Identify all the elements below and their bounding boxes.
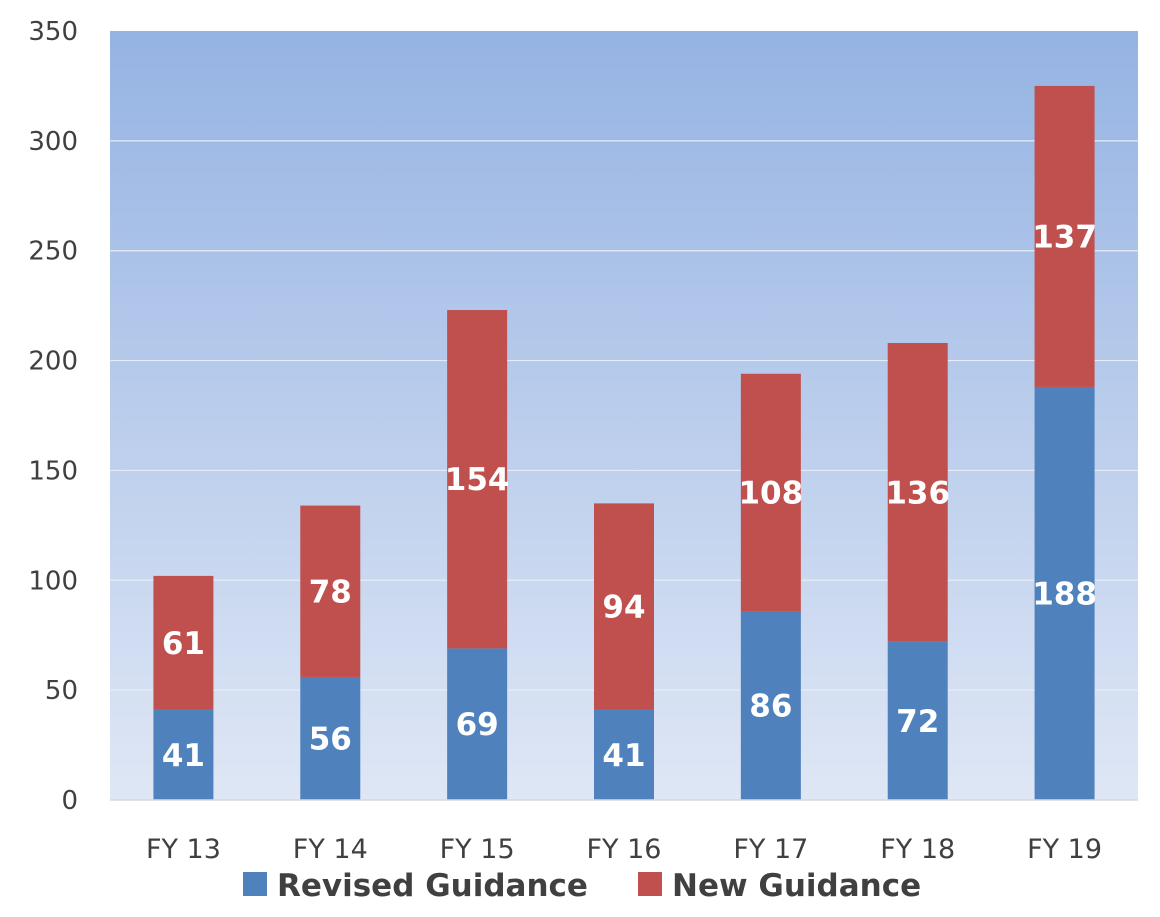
bar-new-fy17 (740, 373, 801, 612)
x-tick-label: FY 16 (587, 834, 662, 865)
legend-label: New Guidance (672, 868, 921, 904)
data-label: 41 (602, 738, 645, 774)
x-tick-label: FY 19 (1027, 834, 1102, 865)
data-label: 108 (738, 475, 803, 511)
data-label: 86 (749, 689, 792, 725)
y-tick-label: 250 (28, 237, 78, 267)
bar-revised-fy18 (887, 641, 948, 800)
bar-revised-fy13 (153, 709, 214, 800)
data-label: 69 (456, 707, 499, 743)
legend-swatch (638, 872, 662, 896)
data-label: 72 (896, 704, 939, 740)
x-tick-label: FY 14 (293, 834, 368, 865)
bar-new-fy16 (594, 503, 654, 710)
bars: 41 61 56 78 69 154 41 94 86 108 72 136 188 137 (153, 85, 1097, 800)
y-tick-label: 0 (61, 786, 78, 816)
x-tick-label: FY 17 (733, 834, 808, 865)
data-label: 137 (1032, 219, 1097, 255)
bar-revised-fy14 (300, 676, 361, 800)
legend: Revised Guidance New Guidance (243, 868, 921, 904)
data-label: 188 (1032, 576, 1097, 612)
bar-revised-fy19 (1034, 386, 1095, 800)
y-tick-label: 50 (45, 676, 78, 706)
bar-new-fy15 (447, 310, 508, 649)
data-label: 154 (445, 462, 510, 498)
data-label: 41 (162, 738, 205, 774)
y-tick-label: 100 (28, 566, 78, 596)
bar-new-fy19 (1034, 85, 1095, 387)
data-label: 94 (602, 590, 645, 626)
bar-new-fy13 (153, 575, 214, 710)
x-tick-label: FY 15 (440, 834, 515, 865)
data-label: 136 (885, 475, 950, 511)
y-tick-label: 200 (28, 347, 78, 377)
x-axis: FY 13 FY 14 FY 15 FY 16 FY 17 FY 18 FY 19 (146, 834, 1102, 865)
x-tick-label: FY 13 (146, 834, 221, 865)
bar-revised-fy16 (594, 709, 654, 800)
bar-new-fy18 (887, 342, 948, 642)
data-label: 56 (309, 721, 352, 757)
y-tick-label: 350 (28, 17, 78, 47)
bar-new-fy14 (300, 505, 361, 677)
data-label: 61 (162, 626, 205, 662)
bar-revised-fy15 (447, 648, 508, 800)
legend-swatch (243, 872, 267, 896)
bar-revised-fy17 (740, 611, 801, 800)
y-tick-label: 300 (28, 127, 78, 157)
legend-label: Revised Guidance (277, 868, 588, 904)
y-tick-label: 150 (28, 456, 78, 486)
y-axis: 0 50 100 150 200 250 300 350 (28, 17, 1138, 816)
data-label: 78 (309, 574, 352, 610)
x-tick-label: FY 18 (880, 834, 955, 865)
